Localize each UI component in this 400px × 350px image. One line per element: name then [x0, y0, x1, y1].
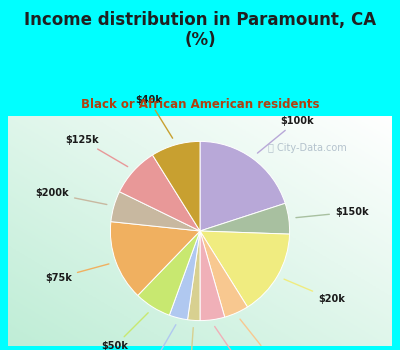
Text: $100k: $100k	[258, 116, 314, 153]
Text: $200k: $200k	[36, 188, 107, 204]
Text: $30k: $30k	[177, 328, 204, 350]
Text: $50k: $50k	[101, 313, 148, 350]
Wedge shape	[111, 192, 200, 231]
Text: $75k: $75k	[45, 264, 109, 282]
Wedge shape	[200, 141, 285, 231]
Wedge shape	[169, 231, 200, 320]
Wedge shape	[110, 222, 200, 295]
Text: Income distribution in Paramount, CA
(%): Income distribution in Paramount, CA (%)	[24, 10, 376, 49]
Text: $150k: $150k	[296, 207, 368, 218]
Wedge shape	[152, 141, 200, 231]
Wedge shape	[200, 231, 290, 307]
Text: $125k: $125k	[65, 135, 128, 167]
Wedge shape	[188, 231, 200, 321]
Wedge shape	[138, 231, 200, 315]
Wedge shape	[200, 203, 290, 234]
Text: ⓘ City-Data.com: ⓘ City-Data.com	[268, 143, 347, 153]
Text: $20k: $20k	[284, 279, 345, 304]
Wedge shape	[200, 231, 248, 317]
Text: Black or African American residents: Black or African American residents	[81, 98, 319, 111]
Text: $10k: $10k	[140, 325, 176, 350]
Text: $60k: $60k	[240, 319, 282, 350]
Wedge shape	[120, 155, 200, 231]
Wedge shape	[200, 231, 225, 321]
Text: $40k: $40k	[136, 95, 173, 138]
Text: > $200k: > $200k	[215, 327, 264, 350]
